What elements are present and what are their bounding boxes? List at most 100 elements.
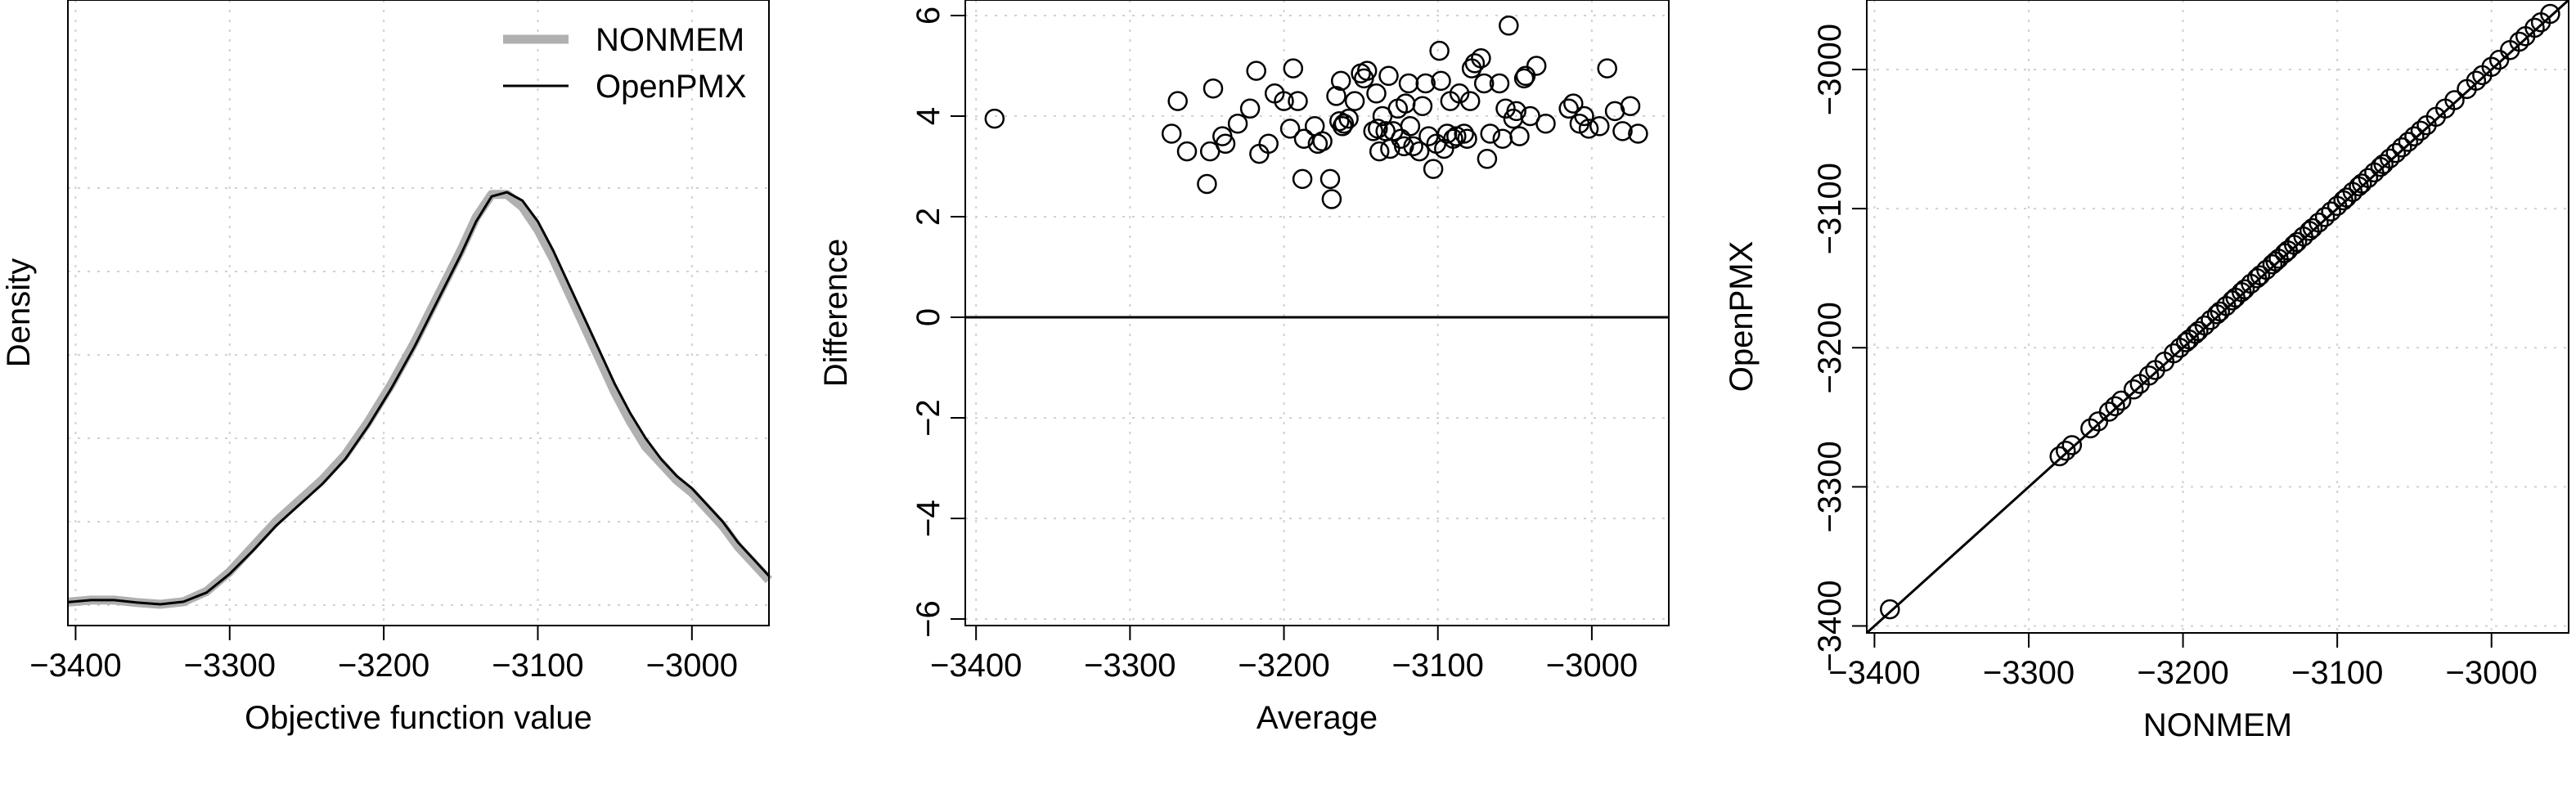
data-point [1574, 105, 1594, 127]
x-tick-label: −3200 [2137, 655, 2228, 691]
x-tick-label: −3000 [646, 648, 738, 684]
data-point [1471, 48, 1491, 69]
data-point [2098, 401, 2120, 422]
x-tick-label: −3400 [29, 648, 121, 684]
data-point [1489, 73, 1510, 94]
x-tick-label: −3400 [930, 648, 1022, 684]
data-point [1330, 70, 1351, 92]
data-point [2540, 3, 2560, 25]
y-axis-label: OpenPMX [1724, 241, 1760, 392]
data-point [1473, 73, 1495, 94]
y-tick-label: −2 [910, 399, 946, 437]
data-point [1274, 91, 1294, 111]
data-point [1589, 116, 1610, 137]
y-tick-label: 2 [910, 208, 946, 226]
data-point [2262, 253, 2283, 275]
data-point [1412, 96, 1433, 116]
data-point [2250, 265, 2271, 286]
y-tick-label: 4 [910, 107, 946, 125]
data-point [1400, 116, 1421, 137]
data-point [1446, 126, 1467, 146]
data-point [1526, 56, 1547, 76]
data-point [1378, 65, 1399, 87]
data-point [2481, 56, 2502, 77]
data-point [1535, 113, 1556, 134]
data-point [1513, 68, 1535, 89]
data-point [2302, 218, 2323, 239]
data-point [1368, 119, 1388, 139]
data-point [2056, 440, 2076, 461]
y-tick-label: −6 [910, 600, 946, 638]
identity-line [1865, 0, 2570, 635]
data-point [2392, 137, 2412, 158]
x-axis-label: Average [1257, 700, 1378, 736]
data-point [1597, 58, 1617, 78]
data-point [1515, 65, 1536, 87]
x-tick-label: −3200 [338, 648, 429, 684]
x-axis-label: NONMEM [2143, 707, 2292, 743]
data-point [2049, 446, 2070, 467]
legend-label-openpmx: OpenPMX [596, 69, 747, 105]
data-point [2080, 418, 2101, 439]
data-point [1246, 61, 1266, 81]
data-point [1344, 91, 1365, 111]
y-tick-label: 6 [910, 7, 946, 25]
x-tick-label: −3100 [1392, 648, 1484, 684]
data-point [984, 108, 1005, 129]
data-point [1509, 126, 1530, 146]
data-point [1477, 149, 1498, 169]
data-point [2210, 301, 2231, 322]
density-panel: −3400 −3300 −3200 −3100 −3000 Objective funct… [1, 0, 773, 736]
x-tick-label: −3100 [2291, 655, 2383, 691]
data-point [2164, 343, 2184, 364]
density-line-openpmx [67, 191, 771, 606]
y-tick-label: −3200 [1812, 302, 1848, 393]
y-tick-label: −4 [910, 500, 946, 537]
data-point [1457, 128, 1477, 149]
data-point [2410, 120, 2431, 141]
data-point [1464, 53, 1486, 74]
data-point [2309, 212, 2329, 233]
data-point [2466, 70, 2487, 91]
data-point [1161, 123, 1182, 144]
x-axis-label: Objective function value [245, 700, 592, 736]
data-point [2111, 390, 2132, 411]
data-point [2188, 321, 2209, 342]
data-point [1409, 141, 1430, 162]
data-point [2194, 315, 2215, 336]
data-point [1612, 121, 1633, 141]
legend-label-nonmem: NONMEM [596, 22, 744, 58]
data-point [2123, 379, 2144, 400]
data-point [1415, 73, 1436, 94]
data-point [1279, 119, 1301, 139]
data-point [2509, 31, 2529, 52]
data-point [1423, 159, 1444, 179]
y-tick-label: −3100 [1812, 163, 1848, 254]
data-point [1292, 168, 1313, 190]
y-axis-label: Difference [818, 239, 854, 388]
data-point [1454, 123, 1474, 144]
bland-altman-panel: −3400 −3300 −3200 −3100 −3000 −6 −4 −2 0 2 4 6 Avera… [818, 0, 1670, 736]
data-point [1338, 108, 1359, 129]
data-point [1578, 119, 1599, 139]
data-point [1506, 101, 1526, 122]
data-point [1312, 131, 1333, 152]
data-point [2105, 396, 2125, 416]
data-point [1563, 93, 1584, 114]
data-point [2061, 435, 2083, 455]
data-point [2380, 148, 2400, 169]
data-point [1197, 173, 1217, 195]
data-point [1443, 128, 1463, 149]
plot-frame [964, 0, 1670, 626]
data-point [1369, 141, 1390, 162]
data-point [1215, 133, 1236, 155]
data-point [1449, 83, 1470, 104]
y-tick-label: 0 [910, 308, 946, 326]
x-tick-label: −3400 [1828, 655, 1920, 691]
data-point [1356, 61, 1378, 81]
x-tick-label: −3100 [492, 648, 583, 684]
data-point [1628, 123, 1648, 144]
plot-frame [67, 0, 770, 626]
y-tick-label: −3000 [1812, 24, 1848, 115]
